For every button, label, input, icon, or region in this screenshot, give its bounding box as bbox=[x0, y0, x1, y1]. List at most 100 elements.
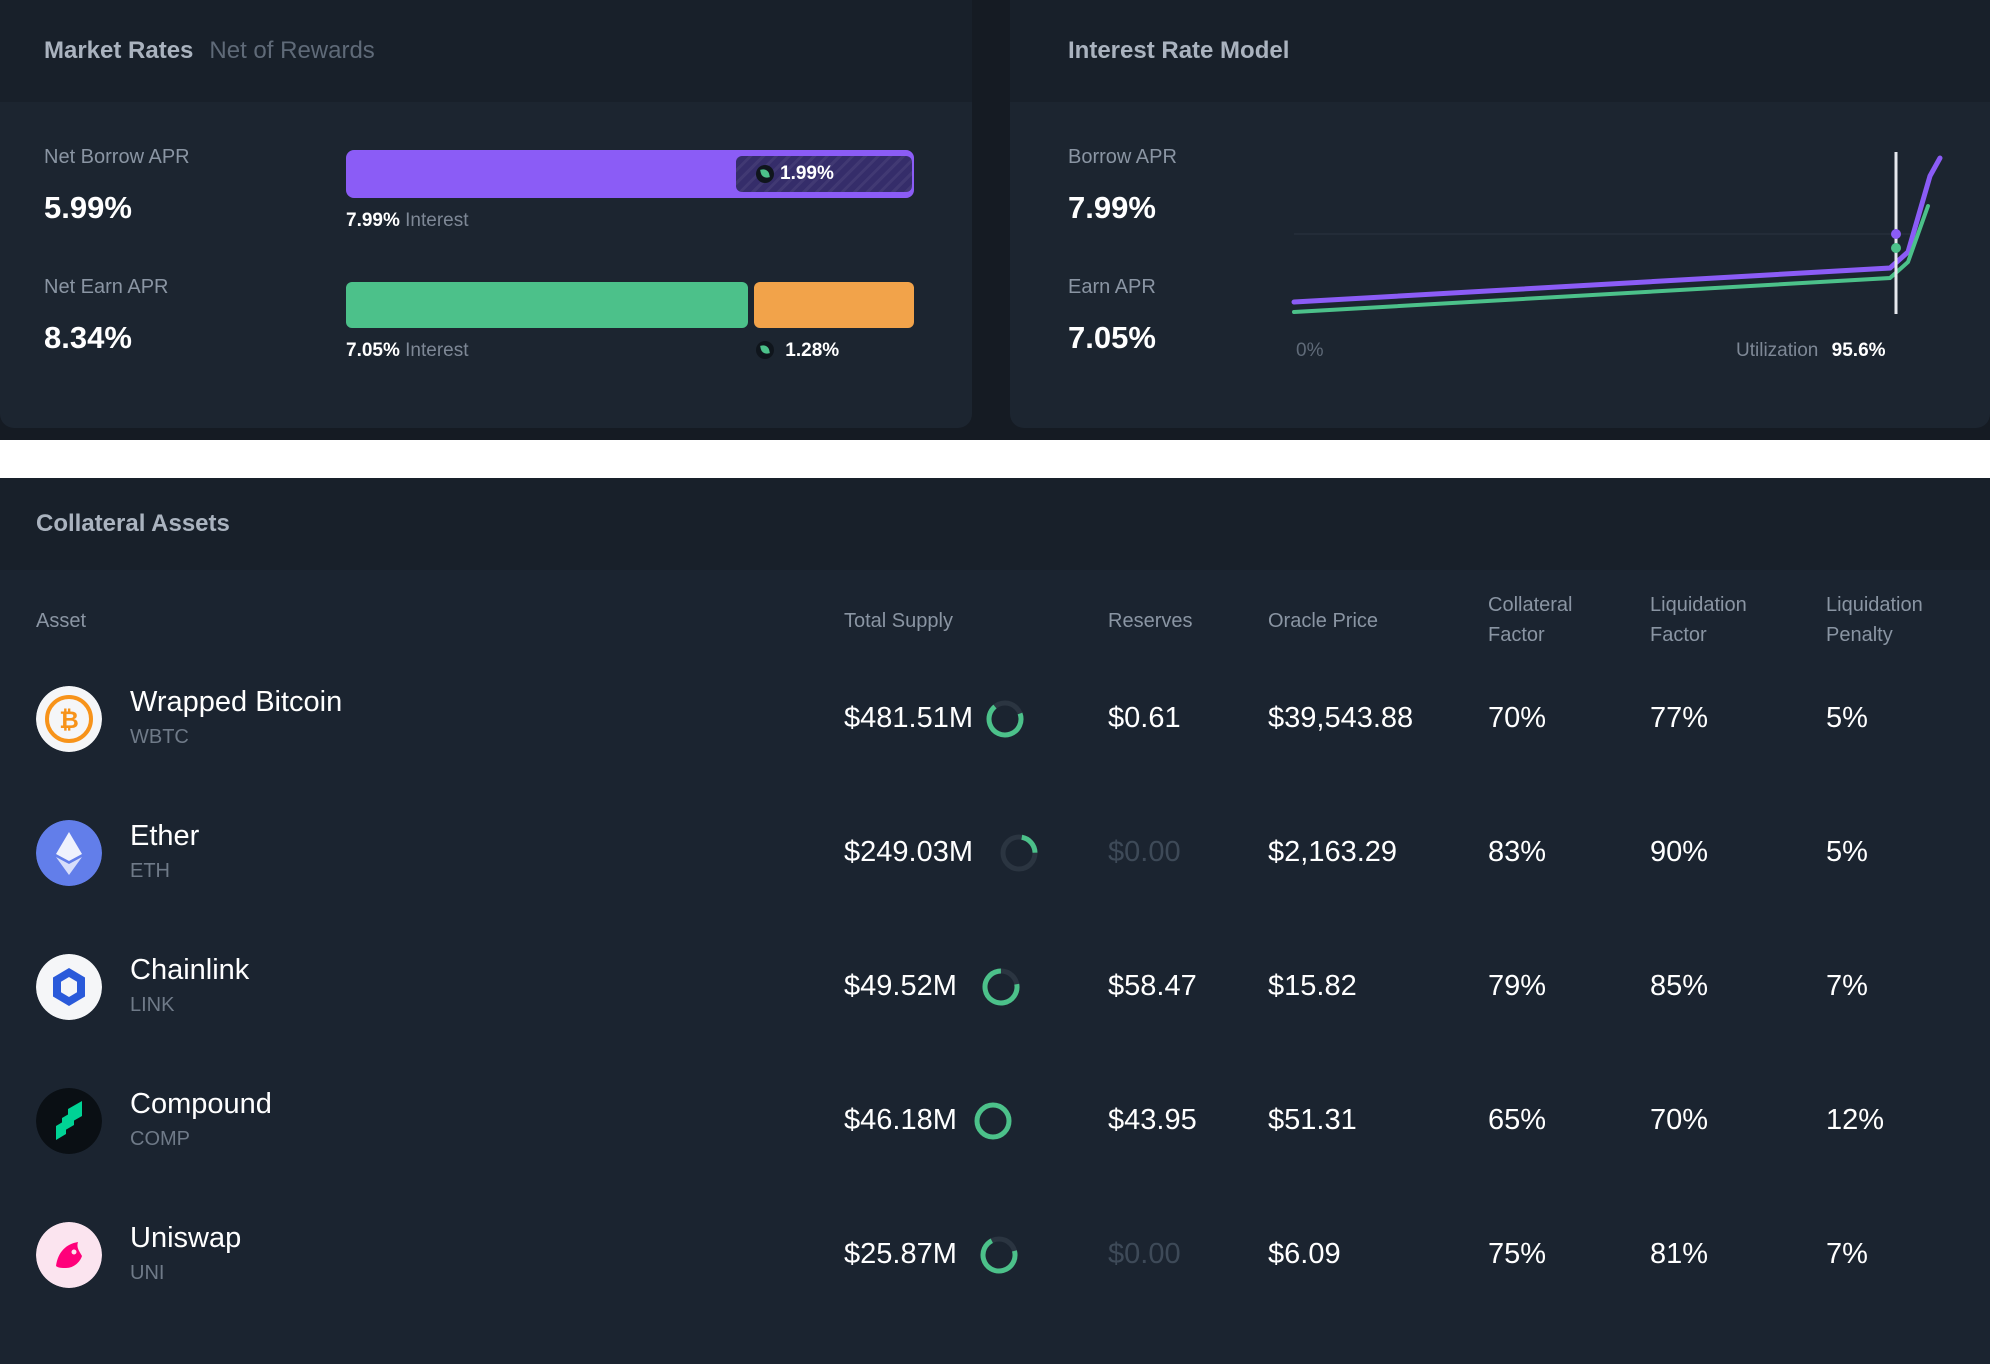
reserves-value: $0.00 bbox=[1108, 1238, 1181, 1270]
col-header-liquidation-factor[interactable]: Liquidation Factor bbox=[1650, 590, 1747, 650]
asset-name: Uniswap bbox=[130, 1222, 242, 1254]
earn-apr-value: 7.05% bbox=[1068, 320, 1156, 355]
collateral-assets-section: Collateral Assets Asset Total Supply Res… bbox=[0, 478, 1990, 1364]
asset-name: Chainlink bbox=[130, 954, 250, 986]
oracle-price-value: $15.82 bbox=[1268, 970, 1357, 1002]
collateral-factor-value: 75% bbox=[1488, 1238, 1547, 1270]
oracle-price-value: $6.09 bbox=[1268, 1238, 1341, 1270]
col-header-reserves[interactable]: Reserves bbox=[1108, 610, 1193, 632]
svg-text:₿: ₿ bbox=[59, 706, 79, 734]
chart-x-start-label: 0% bbox=[1296, 340, 1324, 361]
earn-interest-bar bbox=[346, 282, 748, 328]
net-borrow-apr-label: Net Borrow APR bbox=[44, 146, 190, 168]
collateral-factor-value: 65% bbox=[1488, 1104, 1547, 1136]
borrow-rate-curve bbox=[1291, 155, 1943, 305]
market-rates-title: Market Rates bbox=[44, 37, 194, 64]
borrow-reward-pill: 1.99% bbox=[736, 156, 912, 192]
earn-point-marker bbox=[1891, 243, 1901, 253]
col-header-total-supply[interactable]: Total Supply bbox=[844, 610, 953, 632]
chainlink-icon bbox=[36, 954, 102, 1020]
col-header-line: Penalty bbox=[1826, 624, 1893, 646]
liquidation-factor-value: 90% bbox=[1650, 836, 1709, 868]
liquidation-penalty-value: 7% bbox=[1826, 970, 1868, 1002]
supply-cap-ring bbox=[986, 700, 1024, 738]
earn-interest-label: Interest bbox=[405, 340, 469, 361]
reserves-value: $0.00 bbox=[1108, 836, 1181, 868]
borrow-apr-value: 7.99% bbox=[1068, 190, 1156, 225]
total-supply-value: $49.52M bbox=[844, 970, 957, 1002]
liquidation-penalty-value: 7% bbox=[1826, 1238, 1868, 1270]
col-header-line: Collateral bbox=[1488, 594, 1573, 616]
utilization-value: 95.6% bbox=[1831, 340, 1886, 361]
earn-apr-label: Earn APR bbox=[1068, 276, 1156, 298]
collateral-assets-title: Collateral Assets bbox=[36, 510, 230, 537]
oracle-price-value: $39,543.88 bbox=[1268, 702, 1414, 734]
oracle-price-value: $51.31 bbox=[1268, 1104, 1357, 1136]
earn-interest-note: 7.05% Interest bbox=[346, 340, 469, 362]
col-header-line: Factor bbox=[1488, 624, 1545, 646]
earn-reward-note: 1.28% bbox=[756, 340, 839, 362]
borrow-interest-label: Interest bbox=[405, 210, 469, 231]
supply-cap-ring bbox=[974, 1102, 1012, 1140]
col-header-line: Liquidation bbox=[1650, 594, 1747, 616]
ether-icon bbox=[36, 820, 102, 886]
borrow-point-marker bbox=[1891, 229, 1901, 239]
table-row[interactable]: Ether ETH $249.03M $0.00 $2,163.29 83% 9… bbox=[0, 786, 1990, 920]
asset-symbol: UNI bbox=[130, 1262, 165, 1284]
interest-rate-curve-chart[interactable] bbox=[1010, 0, 1990, 428]
asset-symbol: COMP bbox=[130, 1128, 190, 1150]
col-header-oracle-price[interactable]: Oracle Price bbox=[1268, 610, 1379, 632]
table-row[interactable]: ₿ Wrapped Bitcoin WBTC $481.51M $0.61 $3… bbox=[0, 652, 1990, 786]
table-row[interactable]: Uniswap UNI $25.87M $0.00 $6.09 75% 81% … bbox=[0, 1188, 1990, 1322]
liquidation-factor-value: 81% bbox=[1650, 1238, 1709, 1270]
liquidation-factor-value: 77% bbox=[1650, 702, 1709, 734]
asset-symbol: LINK bbox=[130, 994, 175, 1016]
reserves-value: $43.95 bbox=[1108, 1104, 1197, 1136]
liquidation-penalty-value: 5% bbox=[1826, 836, 1868, 868]
utilization-label: Utilization bbox=[1736, 340, 1819, 361]
interest-rate-model-panel: Interest Rate Model Borrow APR 7.99% Ear… bbox=[1010, 0, 1990, 428]
asset-symbol: ETH bbox=[130, 860, 170, 882]
earn-reward-value: 1.28% bbox=[785, 340, 840, 361]
total-supply-value: $46.18M bbox=[844, 1104, 957, 1136]
reserves-value: $0.61 bbox=[1108, 702, 1181, 734]
bitcoin-icon: ₿ bbox=[36, 686, 102, 752]
col-header-line: Liquidation bbox=[1826, 594, 1923, 616]
total-supply-value: $481.51M bbox=[844, 702, 973, 734]
borrow-reward-value: 1.99% bbox=[780, 163, 834, 184]
supply-cap-ring bbox=[1000, 834, 1038, 872]
interest-rate-model-title: Interest Rate Model bbox=[1068, 37, 1290, 64]
net-borrow-apr-value: 5.99% bbox=[44, 190, 132, 225]
market-rates-header: Market Rates Net of Rewards bbox=[0, 0, 972, 102]
col-header-asset[interactable]: Asset bbox=[36, 610, 87, 632]
supply-cap-ring bbox=[982, 968, 1020, 1006]
earn-interest-value: 7.05% bbox=[346, 340, 400, 361]
borrow-interest-note: 7.99% Interest bbox=[346, 210, 469, 232]
table-row[interactable]: Chainlink LINK $49.52M $58.47 $15.82 79%… bbox=[0, 920, 1990, 1054]
col-header-collateral-factor[interactable]: Collateral Factor bbox=[1488, 590, 1572, 650]
reserves-value: $58.47 bbox=[1108, 970, 1197, 1002]
liquidation-penalty-value: 5% bbox=[1826, 702, 1868, 734]
oracle-price-value: $2,163.29 bbox=[1268, 836, 1398, 868]
utilization-readout: Utilization 95.6% bbox=[1736, 340, 1886, 362]
asset-name: Compound bbox=[130, 1088, 272, 1120]
net-earn-apr-value: 8.34% bbox=[44, 320, 132, 355]
interest-rate-model-header: Interest Rate Model bbox=[1010, 0, 1990, 102]
collateral-factor-value: 70% bbox=[1488, 702, 1547, 734]
uniswap-icon bbox=[36, 1222, 102, 1288]
table-row[interactable]: Compound COMP $46.18M $43.95 $51.31 65% … bbox=[0, 1054, 1990, 1188]
liquidation-factor-value: 70% bbox=[1650, 1104, 1709, 1136]
asset-name: Wrapped Bitcoin bbox=[130, 686, 343, 718]
net-earn-apr-label: Net Earn APR bbox=[44, 276, 169, 298]
earn-rate-curve bbox=[1292, 204, 1930, 314]
market-rates-panel: Market Rates Net of Rewards Net Borrow A… bbox=[0, 0, 972, 428]
comp-leaf-icon bbox=[756, 341, 774, 359]
borrow-interest-value: 7.99% bbox=[346, 210, 400, 231]
comp-leaf-icon bbox=[756, 165, 774, 183]
earn-reward-bar bbox=[754, 282, 914, 328]
col-header-liquidation-penalty[interactable]: Liquidation Penalty bbox=[1826, 590, 1923, 650]
collateral-factor-value: 83% bbox=[1488, 836, 1547, 868]
compound-icon bbox=[36, 1088, 102, 1154]
net-of-rewards-toggle[interactable]: Net of Rewards bbox=[209, 37, 375, 64]
liquidation-penalty-value: 12% bbox=[1826, 1104, 1885, 1136]
